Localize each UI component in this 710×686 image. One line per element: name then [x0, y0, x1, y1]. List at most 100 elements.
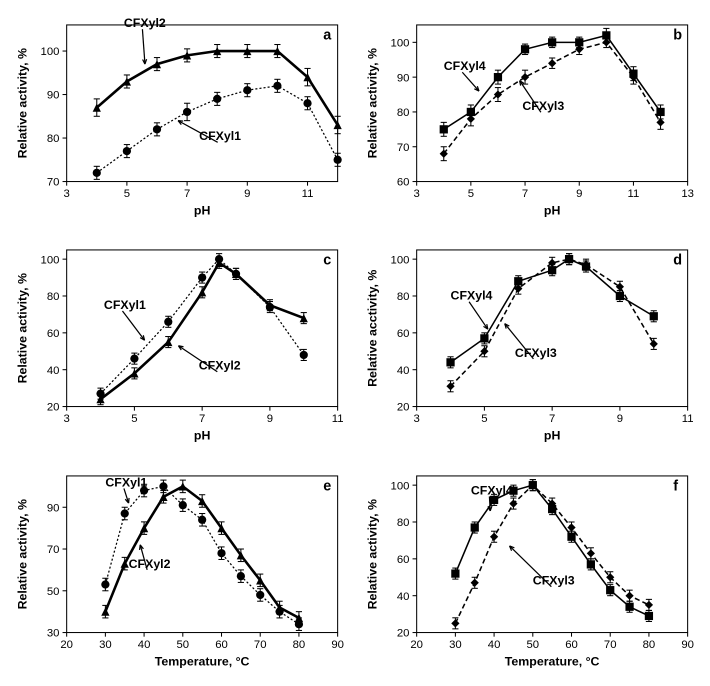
panel-letter: d: [673, 253, 682, 269]
y-tick-label: 70: [47, 177, 60, 189]
y-axis-title: Relative activity, %: [365, 48, 379, 158]
x-tick-label: 60: [565, 639, 578, 651]
x-tick-label: 3: [414, 188, 420, 200]
panel-letter: c: [323, 253, 331, 269]
x-tick-label: 50: [526, 639, 539, 651]
series-label: CFXyl4: [451, 289, 493, 303]
y-axis-title: Relative activity, %: [15, 499, 29, 609]
y-tick-label: 100: [391, 37, 410, 49]
chart-svg: 357911708090100pHRelative activity, %aCF…: [10, 10, 350, 225]
x-tick-label: 30: [449, 639, 462, 651]
x-axis-title: pH: [194, 204, 211, 218]
y-tick-label: 60: [397, 177, 410, 189]
y-tick-label: 90: [397, 72, 410, 84]
panel-letter: f: [673, 478, 678, 494]
x-axis-title: Temperature, °C: [155, 654, 250, 668]
y-tick-label: 80: [397, 107, 410, 119]
series-line-CFXyl2: [97, 51, 338, 125]
x-tick-label: 30: [99, 639, 112, 651]
x-tick-label: 40: [138, 639, 151, 651]
x-tick-label: 5: [468, 188, 474, 200]
label-arrow: [122, 311, 144, 340]
panel-letter: a: [323, 27, 332, 43]
y-tick-label: 100: [41, 255, 60, 267]
chart-svg: 203040506070809020406080100Temperature, …: [360, 461, 700, 676]
x-tick-label: 9: [576, 188, 582, 200]
x-tick-label: 9: [267, 413, 273, 425]
panel-d: 35791120406080100pHRelative acctivity, %…: [360, 235, 700, 450]
label-arrow: [510, 546, 552, 587]
x-tick-label: 20: [410, 639, 423, 651]
series-label: CFXyl4: [471, 483, 513, 497]
series-label: CFXyl2: [129, 556, 171, 570]
x-tick-label: 80: [643, 639, 656, 651]
x-tick-label: 11: [302, 188, 314, 200]
y-tick-label: 40: [397, 365, 410, 377]
x-tick-label: 3: [414, 413, 420, 425]
label-arrow: [462, 72, 479, 91]
y-tick-label: 40: [47, 365, 60, 377]
x-tick-label: 80: [293, 639, 306, 651]
y-axis-title: Relative activity, %: [15, 273, 29, 383]
panel-e: 203040506070809030507090Temperature, °CR…: [10, 461, 350, 676]
panel-a: 357911708090100pHRelative activity, %aCF…: [10, 10, 350, 225]
series-line-CFXyl4: [444, 35, 661, 129]
x-tick-label: 5: [124, 188, 130, 200]
x-tick-label: 5: [131, 413, 137, 425]
y-tick-label: 60: [47, 328, 60, 340]
panel-f: 203040506070809020406080100Temperature, …: [360, 461, 700, 676]
x-tick-label: 9: [617, 413, 623, 425]
x-tick-label: 70: [254, 639, 267, 651]
y-tick-label: 90: [47, 502, 60, 514]
y-tick-label: 20: [47, 402, 60, 414]
x-tick-label: 3: [64, 188, 70, 200]
x-tick-label: 7: [199, 413, 205, 425]
x-tick-label: 7: [184, 188, 190, 200]
chart-svg: 3579111360708090100pHRelative activity, …: [360, 10, 700, 225]
y-tick-label: 80: [47, 291, 60, 303]
x-tick-label: 7: [522, 188, 528, 200]
x-tick-label: 3: [64, 413, 70, 425]
y-tick-label: 40: [397, 590, 410, 602]
x-axis-title: pH: [544, 429, 561, 443]
y-tick-label: 80: [47, 133, 60, 145]
series-label: CFXyl1: [104, 298, 146, 312]
x-tick-label: 13: [681, 188, 694, 200]
y-tick-label: 20: [397, 402, 410, 414]
x-tick-label: 11: [332, 413, 344, 425]
panel-c: 3 5 7 9 11 20 40 60 80 100 pH Relative activity, % c…: [10, 235, 350, 450]
y-axis-title: Relative activity, %: [15, 48, 29, 158]
chart-svg: 3 5 7 9 11 20 40 60 80 100 pH Relative activity, % c…: [10, 235, 350, 450]
x-tick-label: 20: [60, 639, 73, 651]
panel-letter: e: [323, 478, 331, 494]
x-tick-label: 7: [549, 413, 555, 425]
series-label: CFXyl2: [124, 16, 166, 30]
x-axis-title: pH: [194, 429, 211, 443]
y-tick-label: 80: [397, 291, 410, 303]
y-tick-label: 90: [47, 90, 60, 102]
y-tick-label: 80: [397, 517, 410, 529]
x-tick-label: 40: [488, 639, 501, 651]
y-tick-label: 60: [397, 328, 410, 340]
y-axis-title: Relative activity, %: [365, 499, 379, 609]
y-tick-label: 100: [391, 480, 410, 492]
series-label: CFXyl3: [515, 346, 557, 360]
x-tick-label: 50: [176, 639, 189, 651]
x-axis-title: Temperature, °C: [505, 654, 600, 668]
chart-svg: 35791120406080100pHRelative acctivity, %…: [360, 235, 700, 450]
chart-svg: 203040506070809030507090Temperature, °CR…: [10, 461, 350, 676]
series-label: CFXyl1: [105, 475, 147, 489]
label-arrow: [469, 302, 488, 329]
y-tick-label: 30: [47, 627, 60, 639]
label-arrow: [142, 29, 145, 64]
x-tick-label: 9: [244, 188, 250, 200]
panel-letter: b: [673, 27, 682, 43]
panel-b: 3579111360708090100pHRelative activity, …: [360, 10, 700, 225]
y-tick-label: 70: [397, 142, 410, 154]
y-tick-label: 20: [397, 627, 410, 639]
y-axis-title: Relative acctivity, %: [365, 270, 379, 387]
series-label: CFXyl4: [444, 59, 486, 73]
y-tick-label: 70: [47, 544, 60, 556]
series-line-CFXyl3: [451, 259, 654, 386]
x-tick-label: 90: [681, 639, 694, 651]
